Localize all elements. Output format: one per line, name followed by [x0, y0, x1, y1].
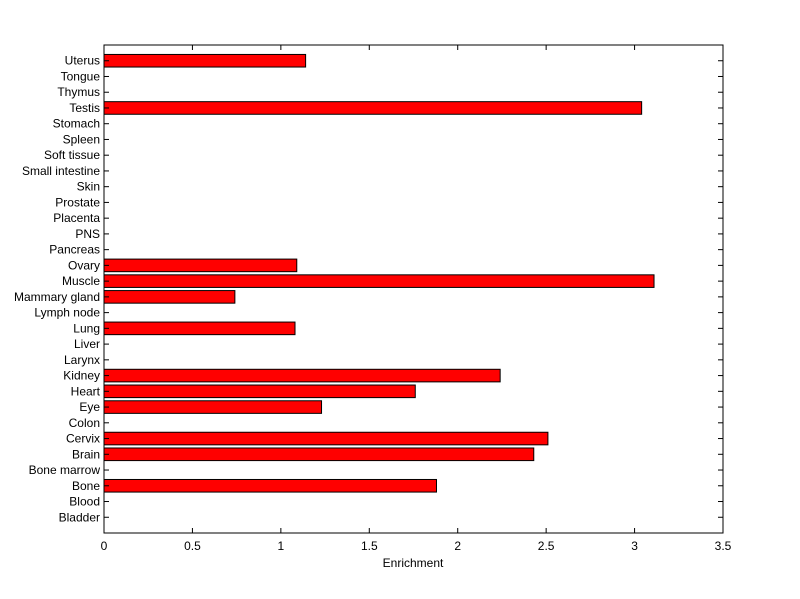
x-tick-label: 0.5 — [184, 539, 201, 553]
y-tick-label: Muscle — [62, 274, 100, 288]
y-tick-label: Placenta — [53, 211, 100, 225]
y-tick-label: Kidney — [63, 369, 100, 383]
bar-uterus — [103, 53, 307, 68]
y-tick-label: Heart — [71, 384, 101, 398]
y-tick-label: Brain — [72, 447, 100, 461]
y-tick-label: Stomach — [53, 117, 100, 131]
y-tick-label: Uterus — [65, 54, 100, 68]
y-tick-label: Soft tissue — [44, 148, 100, 162]
y-tick-label: Thymus — [57, 85, 100, 99]
bar-ovary — [103, 258, 298, 273]
y-tick-label: Eye — [79, 400, 100, 414]
bar-bone — [103, 478, 437, 493]
y-tick-label: Prostate — [55, 195, 100, 209]
x-tick-label: 0 — [101, 539, 108, 553]
y-tick-label: Mammary gland — [14, 290, 100, 304]
y-tick-label: Spleen — [63, 132, 100, 146]
x-axis-label: Enrichment — [383, 556, 444, 570]
x-tick-label: 1.5 — [361, 539, 378, 553]
y-tick-label: Larynx — [64, 353, 100, 367]
x-ticks-group: 0 0.5 1 1.5 2 2.5 3 3.5 — [101, 45, 732, 553]
bar-brain — [103, 447, 535, 462]
bar-kidney — [103, 368, 501, 383]
y-tick-label: Lung — [73, 321, 100, 335]
y-tick-label: Liver — [74, 337, 100, 351]
y-tick-label: Bladder — [59, 510, 100, 524]
x-tick-label: 2 — [454, 539, 461, 553]
bar-muscle — [103, 274, 655, 288]
x-tick-label: 2.5 — [538, 539, 555, 553]
x-tick-label: 3 — [631, 539, 638, 553]
y-tick-label: Colon — [69, 416, 100, 430]
y-tick-label: Skin — [77, 180, 100, 194]
y-tick-label: Testis — [69, 101, 100, 115]
y-tick-label: Ovary — [68, 258, 100, 272]
x-tick-label: 3.5 — [715, 539, 732, 553]
bar-heart — [103, 384, 416, 399]
bar-cervix — [103, 431, 549, 446]
y-tick-label: Lymph node — [34, 306, 100, 320]
bar-eye — [103, 400, 323, 414]
y-tick-label: Cervix — [66, 432, 100, 446]
y-tick-label: Blood — [69, 495, 100, 509]
y-tick-label: Small intestine — [22, 164, 100, 178]
y-tick-label: Tongue — [61, 69, 101, 83]
y-tick-label: Bone — [72, 479, 100, 493]
x-tick-label: 1 — [278, 539, 285, 553]
y-tick-label: Bone marrow — [29, 463, 101, 477]
y-tick-label: PNS — [75, 227, 100, 241]
y-tick-label: Pancreas — [49, 243, 100, 257]
bars-group — [103, 53, 655, 493]
bar-mammary-gland — [103, 290, 236, 304]
bar-lung — [103, 321, 296, 336]
bar-testis — [103, 101, 643, 115]
